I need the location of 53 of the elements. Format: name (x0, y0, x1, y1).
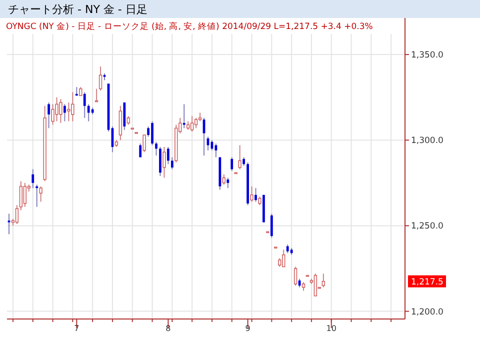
candlestick (270, 213, 273, 238)
y-tick-label: 1,300.0 (411, 136, 444, 146)
candlestick (118, 105, 122, 141)
candlestick (36, 184, 38, 208)
x-tick-label: 9 (245, 324, 250, 333)
candlestick (15, 204, 19, 224)
candlestick (230, 156, 234, 172)
y-tick-label: 1,200.0 (411, 307, 444, 318)
candlestick (294, 266, 298, 286)
candlestick (151, 120, 154, 146)
candlestick (51, 104, 54, 126)
y-tick-label: 1,250.0 (411, 222, 444, 232)
candlestick (19, 180, 23, 211)
candlestick (48, 102, 50, 129)
candlestick (98, 66, 102, 91)
candlestick (226, 177, 230, 189)
candlestick (55, 96, 58, 122)
candlestick (142, 134, 146, 153)
candlestick (39, 186, 42, 202)
x-tick-label: 7 (74, 324, 80, 333)
candlestick (170, 156, 174, 170)
candlestick (8, 213, 10, 235)
candlestick (182, 104, 186, 129)
chart-subtitle: OYNGC (NY 金) - 日足 - ローソク足 (始, 高, 安, 終値) 2014/09/29 L=1,217.5 +3.4 +0.3% (6, 21, 373, 32)
candlestick (194, 117, 198, 129)
candlestick (83, 92, 86, 118)
candlestick (94, 88, 98, 102)
annotation: 1,217.5 (411, 277, 444, 288)
candlestick (67, 102, 70, 122)
candlestick (59, 98, 62, 124)
candlestick (139, 143, 142, 158)
candlestick (322, 273, 326, 288)
candlestick (32, 168, 34, 189)
x-tick-label: 10 (326, 324, 336, 333)
candlestick (190, 116, 194, 132)
candlestick (250, 186, 254, 202)
candlestick (87, 104, 90, 122)
candlestick (166, 146, 170, 165)
chart-title: チャート分析 - NY 金 - 日足 (8, 3, 148, 16)
candlestick (314, 273, 318, 296)
candlestick (222, 174, 226, 186)
candlestick (123, 102, 126, 130)
candlestick (155, 141, 158, 156)
x-tick-label: 8 (166, 324, 171, 333)
candlestick (162, 146, 166, 178)
candlestick (254, 188, 257, 202)
candlestick (23, 182, 27, 208)
candlestick (64, 104, 66, 122)
candlestick (282, 249, 286, 268)
candlestick (71, 92, 74, 122)
candlestick (238, 144, 242, 170)
y-tick-label: 1,350.0 (411, 50, 444, 61)
candlestick (159, 146, 162, 177)
